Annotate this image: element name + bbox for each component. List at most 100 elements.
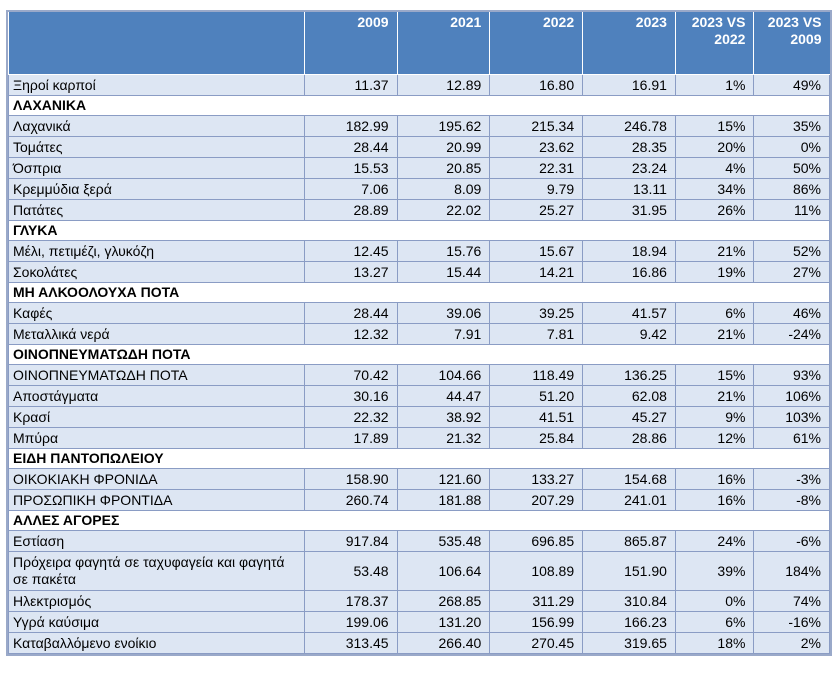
value-2009-cell: 28.44 [303, 302, 398, 324]
table-row: Καταβαλλόμενο ενοίκιο 313.45 266.40 270.45 3… [8, 632, 830, 654]
table-row: Ξηροί καρποί 11.37 12.89 16.80 16.91 1% 49% [8, 74, 830, 96]
value-2009-cell: 12.45 [303, 240, 398, 262]
value-2022-cell: 156.99 [489, 611, 584, 633]
change-2023-vs-2009-cell: 49% [753, 74, 830, 96]
table-row: Κρεμμύδια ξερά 7.06 8.09 9.79 13.11 34% 86% [8, 178, 830, 200]
table-row: Κρασί 22.32 38.92 41.51 45.27 9% 103% [8, 406, 830, 428]
header-cell-2021: 2021 [397, 12, 491, 75]
value-2022-cell: 51.20 [489, 385, 584, 407]
change-2023-vs-2009-cell: -6% [753, 530, 830, 552]
change-2023-vs-2009-cell: 11% [753, 199, 830, 221]
value-2023-cell: 28.86 [582, 427, 676, 449]
value-2009-cell: 313.45 [303, 632, 398, 654]
row-label: Καφές [8, 302, 305, 324]
row-label: Όσπρια [8, 157, 305, 179]
value-2009-cell: 12.32 [303, 323, 398, 345]
table-row: Μπύρα 17.89 21.32 25.84 28.86 12% 61% [8, 427, 830, 449]
change-2023-vs-2022-cell: 24% [674, 530, 755, 552]
row-label: Κρεμμύδια ξερά [8, 178, 305, 200]
value-2021-cell: 20.85 [396, 157, 491, 179]
row-label: ΟΙΝΟΠΝΕΥΜΑΤΩΔΗ ΠΟΤΑ [8, 364, 305, 386]
change-2023-vs-2009-cell: 86% [753, 178, 830, 200]
section-title: ΟΙΝΟΠΝΕΥΜΑΤΩΔΗ ΠΟΤΑ [8, 344, 830, 365]
section-header-row: ΛΑΧΑΝΙΚΑ [8, 95, 830, 116]
value-2021-cell: 106.64 [396, 551, 491, 591]
table-row: Πατάτες 28.89 22.02 25.27 31.95 26% 11% [8, 199, 830, 221]
value-2023-cell: 41.57 [582, 302, 676, 324]
value-2023-cell: 28.35 [582, 136, 676, 158]
section-title: ΓΛΥΚΑ [8, 220, 830, 241]
value-2023-cell: 16.86 [582, 261, 676, 283]
change-2023-vs-2009-cell: 27% [753, 261, 830, 283]
change-2023-vs-2022-cell: 19% [674, 261, 755, 283]
value-2021-cell: 44.47 [396, 385, 491, 407]
row-label: Λαχανικά [8, 115, 305, 137]
value-2022-cell: 118.49 [489, 364, 584, 386]
change-2023-vs-2009-cell: 61% [753, 427, 830, 449]
change-2023-vs-2022-cell: 12% [674, 427, 755, 449]
value-2023-cell: 166.23 [582, 611, 676, 633]
value-2023-cell: 154.68 [582, 468, 676, 490]
section-header-row: ΜΗ ΑΛΚΟΟΛΟΥΧΑ ΠΟΤΑ [8, 282, 830, 303]
section-header-row: ΟΙΝΟΠΝΕΥΜΑΤΩΔΗ ΠΟΤΑ [8, 344, 830, 365]
value-2023-cell: 62.08 [582, 385, 676, 407]
value-2022-cell: 25.27 [489, 199, 584, 221]
change-2023-vs-2009-cell: 52% [753, 240, 830, 262]
change-2023-vs-2009-cell: 93% [753, 364, 830, 386]
section-title: ΕΙΔΗ ΠΑΝΤΟΠΩΛΕΙΟΥ [8, 448, 830, 469]
value-2009-cell: 28.44 [303, 136, 398, 158]
value-2022-cell: 16.80 [489, 74, 584, 96]
table-row: Μεταλλικά νερά 12.32 7.91 7.81 9.42 21% -24% [8, 323, 830, 345]
value-2022-cell: 270.45 [489, 632, 584, 654]
value-2021-cell: 181.88 [396, 489, 491, 511]
value-2009-cell: 11.37 [303, 74, 398, 96]
change-2023-vs-2022-cell: 9% [674, 406, 755, 428]
row-label: Ξηροί καρποί [8, 74, 305, 96]
value-2022-cell: 7.81 [489, 323, 584, 345]
value-2022-cell: 207.29 [489, 489, 584, 511]
value-2021-cell: 104.66 [396, 364, 491, 386]
value-2023-cell: 319.65 [582, 632, 676, 654]
change-2023-vs-2009-cell: 50% [753, 157, 830, 179]
header-row: 2009 2021 2022 2023 2023 VS 2022 2023 VS… [8, 12, 830, 75]
value-2009-cell: 917.84 [303, 530, 398, 552]
row-label: Τομάτες [8, 136, 305, 158]
value-2021-cell: 266.40 [396, 632, 491, 654]
change-2023-vs-2009-cell: 184% [753, 551, 830, 591]
value-2023-cell: 45.27 [582, 406, 676, 428]
change-2023-vs-2009-cell: 2% [753, 632, 830, 654]
row-label: Μπύρα [8, 427, 305, 449]
header-cell-2023: 2023 [582, 12, 676, 75]
change-2023-vs-2009-cell: 106% [753, 385, 830, 407]
section-title: ΛΑΧΑΝΙΚΑ [8, 95, 830, 116]
header-cell-2009: 2009 [304, 12, 398, 75]
change-2023-vs-2009-cell: -3% [753, 468, 830, 490]
change-2023-vs-2022-cell: 6% [674, 611, 755, 633]
change-2023-vs-2022-cell: 0% [674, 590, 755, 612]
table-row: Σοκολάτες 13.27 15.44 14.21 16.86 19% 27% [8, 261, 830, 283]
change-2023-vs-2009-cell: 0% [753, 136, 830, 158]
value-2009-cell: 53.48 [303, 551, 398, 591]
value-2021-cell: 12.89 [396, 74, 491, 96]
header-cell-2022: 2022 [489, 12, 584, 75]
table-row: ΟΙΚΟΚΙΑΚΗ ΦΡΟΝΙΔΑ 158.90 121.60 133.27 154.6… [8, 468, 830, 490]
value-2021-cell: 38.92 [396, 406, 491, 428]
change-2023-vs-2022-cell: 4% [674, 157, 755, 179]
value-2021-cell: 39.06 [396, 302, 491, 324]
change-2023-vs-2022-cell: 1% [674, 74, 755, 96]
section-title: ΜΗ ΑΛΚΟΟΛΟΥΧΑ ΠΟΤΑ [8, 282, 830, 303]
value-2023-cell: 246.78 [582, 115, 676, 137]
value-2021-cell: 22.02 [396, 199, 491, 221]
table-row: Λαχανικά 182.99 195.62 215.34 246.78 15% 35% [8, 115, 830, 137]
change-2023-vs-2009-cell: 46% [753, 302, 830, 324]
change-2023-vs-2009-cell: -16% [753, 611, 830, 633]
row-label: Αποστάγματα [8, 385, 305, 407]
change-2023-vs-2022-cell: 15% [674, 364, 755, 386]
change-2023-vs-2009-cell: -8% [753, 489, 830, 511]
value-2009-cell: 199.06 [303, 611, 398, 633]
value-2021-cell: 20.99 [396, 136, 491, 158]
change-2023-vs-2022-cell: 21% [674, 323, 755, 345]
header-cell-2023-vs-2022: 2023 VS 2022 [675, 12, 755, 75]
row-label: Σοκολάτες [8, 261, 305, 283]
table-row: Αποστάγματα 30.16 44.47 51.20 62.08 21% 106% [8, 385, 830, 407]
